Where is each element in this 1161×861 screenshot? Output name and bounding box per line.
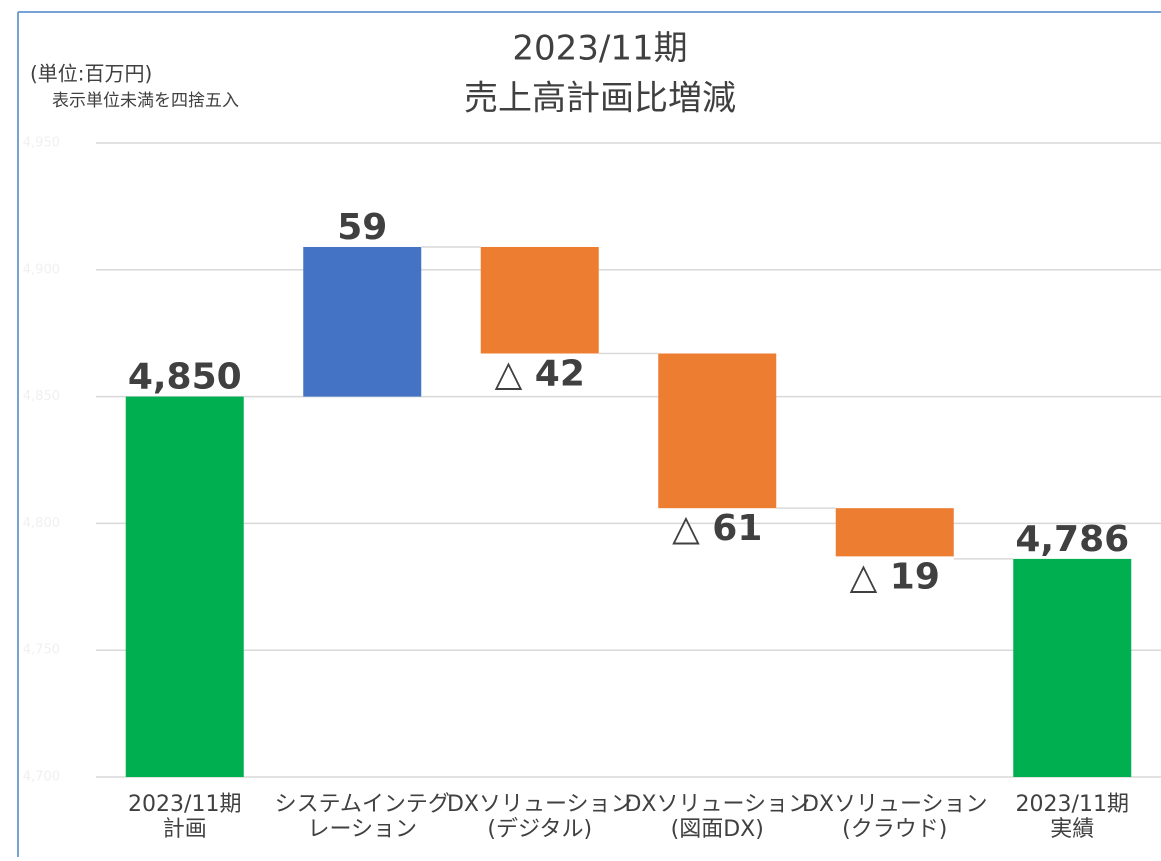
rounding-note: 表示単位未満を四捨五入 [52,91,239,111]
x-tick-label: 2023/11期計画 [128,792,241,842]
y-tick-label: 4,800 [23,516,60,531]
chart-subtitle: 売上高計画比増減 [464,79,736,119]
y-tick-label: 4,950 [23,136,60,151]
y-tick-label: 4,750 [23,643,60,658]
unit-note: (単位:百万円) [30,62,152,86]
data-label: 4,850 [128,357,242,398]
x-tick-label-line: (デジタル) [487,817,592,842]
x-tick-label-line: 計画 [163,817,207,842]
x-tick-label-line: レーション [307,817,417,842]
data-label: △ 19 [850,556,940,597]
x-tick-label: DXソリューション(デジタル) [447,792,633,842]
data-label: 59 [337,207,387,248]
x-tick-label: DXソリューション(図面DX) [624,792,810,842]
x-tick-label-line: (クラウド) [842,817,947,842]
x-tick-label-line: 2023/11期 [128,792,241,817]
data-label: 4,786 [1015,519,1129,560]
x-tick-label-line: 2023/11期 [1016,792,1129,817]
bar [480,246,599,354]
chart-title: 2023/11期 [512,29,687,69]
x-tick-label-line: DXソリューション [624,792,810,817]
x-tick-label-line: 実績 [1050,817,1094,842]
y-tick-label: 4,850 [23,389,60,404]
bar [658,353,777,509]
data-label: △ 61 [672,508,762,549]
bar [303,246,422,397]
x-tick-label-line: (図面DX) [671,817,764,842]
x-tick-label: DXソリューション(クラウド) [802,792,988,842]
y-tick-label: 4,700 [23,770,60,785]
bar [835,508,954,557]
x-tick-label-line: システムインテグ [275,792,450,817]
x-tick-label-line: DXソリューション [447,792,633,817]
y-tick-label: 4,900 [23,262,60,277]
x-tick-label-line: DXソリューション [802,792,988,817]
x-tick-label: システムインテグレーション [275,792,450,842]
bar [125,396,244,777]
bar [1013,558,1132,777]
data-label: △ 42 [495,353,585,394]
x-tick-label: 2023/11期実績 [1016,792,1129,842]
